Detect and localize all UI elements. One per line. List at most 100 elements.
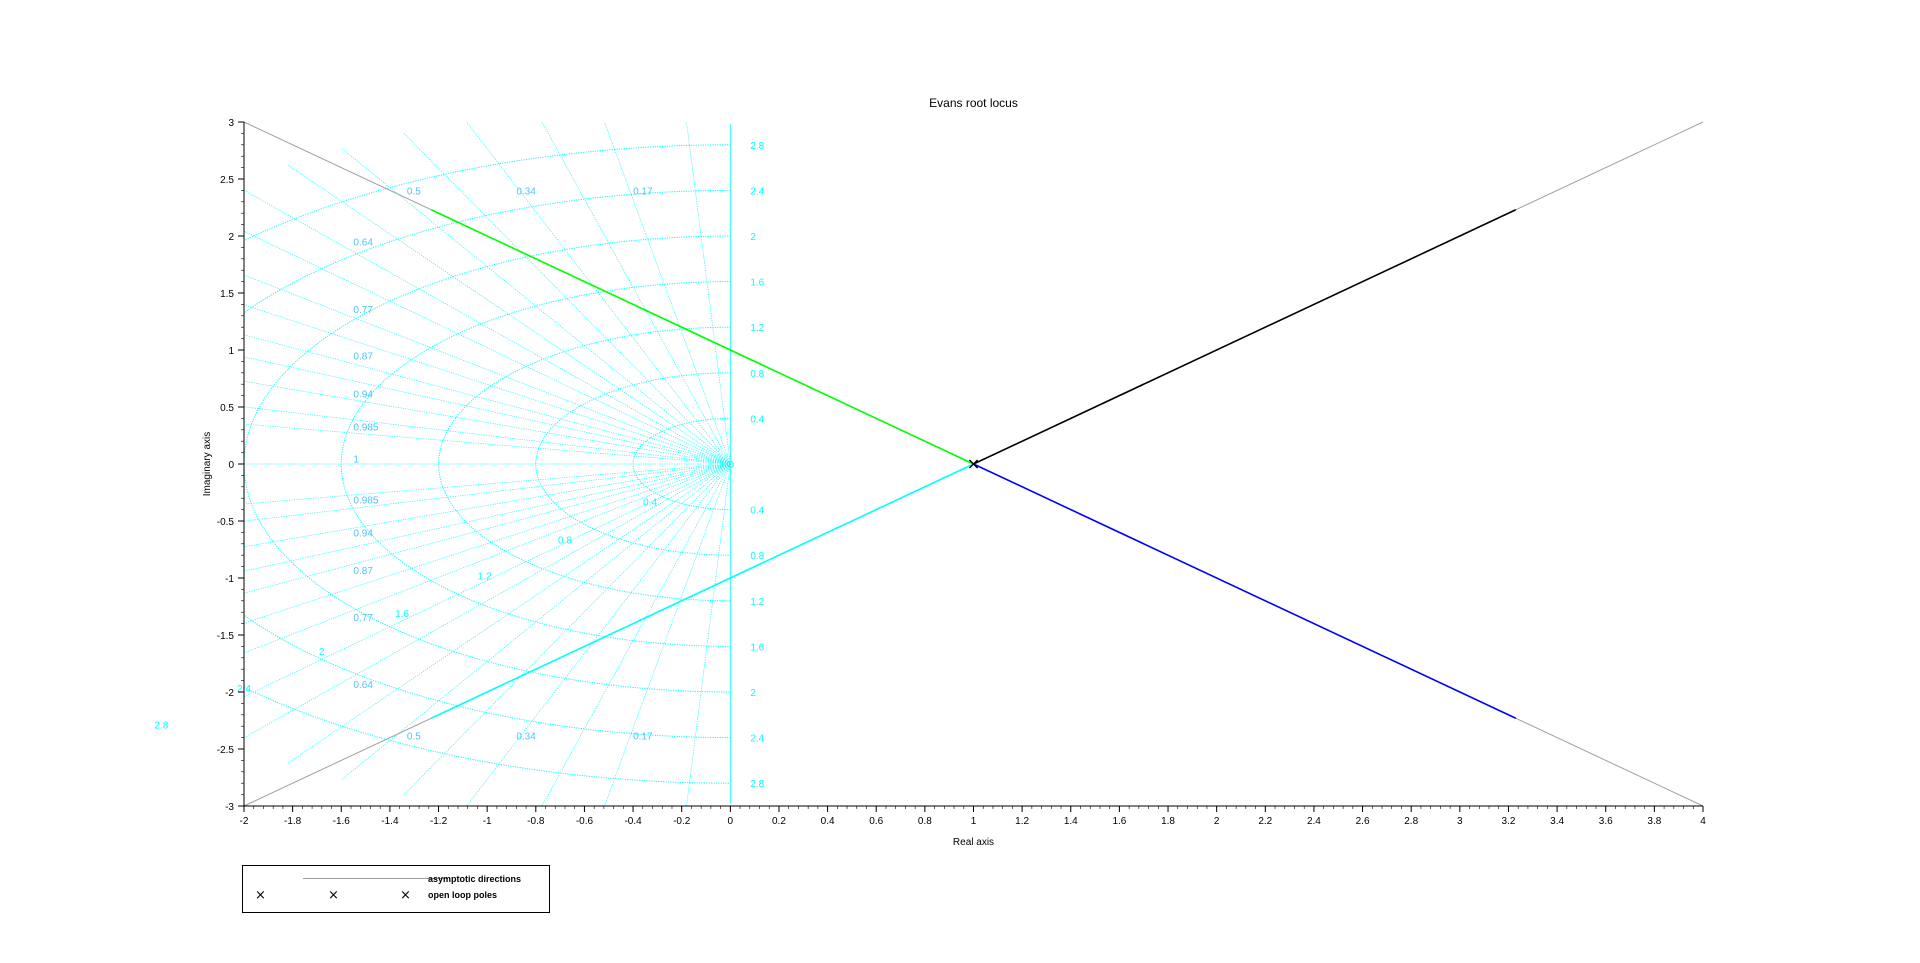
x-tick-label: -0.2 xyxy=(673,816,691,827)
frequency-label-inner: 2 xyxy=(319,647,325,658)
x-tick-label: 0 xyxy=(728,816,734,827)
damping-ray-minor xyxy=(244,463,731,697)
frequency-label-lower: 2 xyxy=(750,688,756,699)
damping-ray-minor xyxy=(286,463,731,765)
x-tick-label: -1.4 xyxy=(381,816,399,827)
x-tick-label: 0.8 xyxy=(918,816,932,827)
x-tick-label: -1.8 xyxy=(284,816,302,827)
x-tick-label: 1.6 xyxy=(1112,816,1126,827)
legend-label-poles: open loop poles xyxy=(428,890,497,900)
damping-ray xyxy=(341,463,731,781)
damping-ray xyxy=(244,423,731,465)
x-tick-label: 3.4 xyxy=(1550,816,1564,827)
x-tick-label: 1 xyxy=(971,816,977,827)
damping-label-upper: 0.87 xyxy=(353,352,373,363)
damping-ray-minor xyxy=(244,356,731,465)
frequency-arc xyxy=(535,372,731,556)
damping-ray xyxy=(466,463,731,806)
frequency-label-upper: 2 xyxy=(750,232,756,243)
frequency-label-lower: 2.4 xyxy=(750,734,764,745)
y-tick-label: 2.5 xyxy=(220,175,234,186)
damping-ray xyxy=(244,463,731,654)
damping-ray-minor xyxy=(244,304,731,465)
damping-label-lower: 0.5 xyxy=(407,731,421,742)
series-layer xyxy=(430,209,1517,719)
damping-ray-minor xyxy=(686,463,731,806)
damping-label-lower: 0.87 xyxy=(353,566,373,577)
frequency-label-upper: 0.8 xyxy=(750,369,764,380)
damping-label-upper: 0.17 xyxy=(633,186,653,197)
damping-label-lower: 0.77 xyxy=(353,613,373,624)
frequency-label-inner: 1.6 xyxy=(395,609,409,620)
damping-label-lower: 0.64 xyxy=(353,680,373,691)
frequency-label-upper: 1.6 xyxy=(750,278,764,289)
x-tick-label: 0.2 xyxy=(772,816,786,827)
damping-ray xyxy=(244,463,731,548)
frequency-label-lower: 0.8 xyxy=(750,551,764,562)
y-tick-label: -2 xyxy=(225,688,234,699)
frequency-label-lower: 1.2 xyxy=(750,597,764,608)
frequency-label-lower: 0.4 xyxy=(750,506,764,517)
locus-branch xyxy=(430,209,974,465)
damping-label-upper: 0.985 xyxy=(353,422,378,433)
damping-ray-minor xyxy=(244,231,731,465)
damping-ray-minor xyxy=(686,122,731,465)
x-tick-label: -2 xyxy=(240,816,249,827)
x-tick-label: 2.8 xyxy=(1404,816,1418,827)
damping-label-lower: 0.17 xyxy=(633,731,653,742)
x-tick-label: -1.2 xyxy=(430,816,448,827)
y-tick-label: -3 xyxy=(225,802,234,813)
y-tick-label: -1 xyxy=(225,574,234,585)
damping-ray-minor xyxy=(244,406,731,465)
damping-label-upper: 0.5 xyxy=(407,186,421,197)
x-tick-label: -0.4 xyxy=(624,816,642,827)
x-tick-label: 2.2 xyxy=(1258,816,1272,827)
legend-marker-x-icon: × xyxy=(400,888,411,903)
chart-title: Evans root locus xyxy=(929,96,1018,110)
frequency-label-upper: 2.4 xyxy=(750,186,764,197)
x-tick-label: 3.6 xyxy=(1599,816,1613,827)
y-tick-label: -0.5 xyxy=(217,517,235,528)
legend-marker-x-icon: × xyxy=(328,888,339,903)
y-tick-label: 1.5 xyxy=(220,289,234,300)
y-tick-label: 3 xyxy=(228,118,234,129)
axes-layer: -2 -1.8 -1.6 -1.4 -1.2 -1 -0.8 -0.6 -0.4 -0.2 0 0.2… xyxy=(217,118,1706,827)
frequency-label-inner: 1.2 xyxy=(478,571,492,582)
frequency-arc xyxy=(244,144,731,784)
x-tick-label: 0.4 xyxy=(821,816,835,827)
legend-entry-asymptotes: asymptotic directions xyxy=(243,871,549,887)
frequency-arc xyxy=(632,417,731,511)
damping-ray xyxy=(244,189,731,465)
damping-ray xyxy=(244,274,731,465)
chart-legend: asymptotic directions × × × open loop po… xyxy=(242,865,550,913)
frequency-label-lower: 2.8 xyxy=(750,779,764,790)
x-tick-label: -1.6 xyxy=(333,816,351,827)
frequency-label-inner: 0.8 xyxy=(558,535,572,546)
sgrid-layer: 0.4 0.4 0.8 0.8 1.2 1.2 1.6 1.6 2 2 2.4 2.4 2.8 2.8 0.… xyxy=(154,122,765,806)
y-tick-label: 1 xyxy=(228,346,234,357)
damping-ray-minor xyxy=(244,463,731,624)
x-tick-label: 2.4 xyxy=(1307,816,1321,827)
damping-ray-minor xyxy=(403,132,731,465)
x-tick-label: -1 xyxy=(483,816,492,827)
damping-ray xyxy=(244,463,731,739)
open-loop-pole-marker xyxy=(969,459,978,469)
frequency-label-upper: 1.2 xyxy=(750,323,764,334)
x-axis-title: Real axis xyxy=(953,837,994,848)
legend-entry-poles: × × × open loop poles xyxy=(243,889,549,905)
x-tick-label: 2.6 xyxy=(1356,816,1370,827)
damping-label-lower: 0.94 xyxy=(353,528,373,539)
damping-label-upper: 0.77 xyxy=(353,305,373,316)
damping-ray xyxy=(244,463,731,505)
y-tick-label: 0 xyxy=(228,460,234,471)
y-tick-label: 0.5 xyxy=(220,403,234,414)
locus-branch xyxy=(973,463,1517,719)
x-tick-label: 1.4 xyxy=(1064,816,1078,827)
x-tick-label: 3.2 xyxy=(1502,816,1516,827)
grid-clipped-group xyxy=(244,122,731,806)
frequency-label-lower: 1.6 xyxy=(750,642,764,653)
damping-label-lower: 0.34 xyxy=(516,731,536,742)
damping-label-upper: 0.94 xyxy=(353,389,373,400)
legend-line-swatch xyxy=(303,878,448,879)
